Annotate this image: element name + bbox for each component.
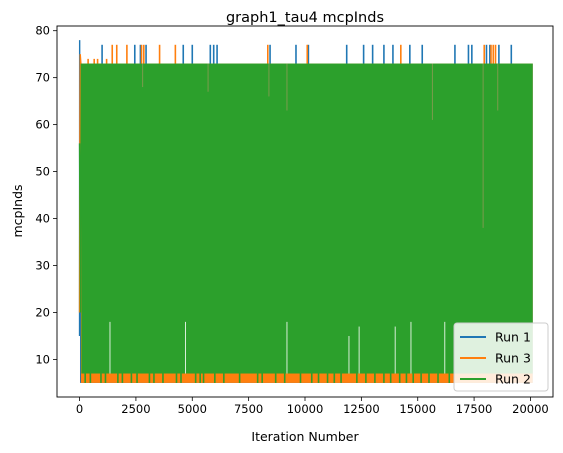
x-tick-label: 20000 xyxy=(512,402,549,416)
y-tick-label: 50 xyxy=(35,165,50,179)
y-tick-label: 60 xyxy=(35,118,50,132)
series-run-2 xyxy=(78,63,533,383)
x-tick-label: 5000 xyxy=(178,402,207,416)
y-tick-label: 20 xyxy=(35,305,50,319)
y-tick-label: 80 xyxy=(35,24,50,38)
legend: Run 1 Run 3 Run 2 xyxy=(453,322,549,392)
y-axis-label: mcpInds xyxy=(10,184,25,237)
x-tick-label: 15000 xyxy=(399,402,436,416)
x-tick-label: 7500 xyxy=(234,402,263,416)
series-band xyxy=(81,63,533,374)
x-tick-label: 0 xyxy=(76,402,83,416)
legend-box xyxy=(453,322,549,392)
x-axis: 0 2500 5000 7500 10000 12500 15000 17500 20000 xyxy=(76,397,549,416)
series-start-line xyxy=(78,63,83,313)
y-tick-label: 70 xyxy=(35,71,50,85)
chart-title: graph1_tau4 mcpInds xyxy=(226,10,384,26)
x-tick-label: 10000 xyxy=(287,402,324,416)
legend-label: Run 1 xyxy=(495,330,531,345)
legend-label: Run 3 xyxy=(495,351,531,366)
x-tick-label: 12500 xyxy=(343,402,380,416)
legend-label: Run 2 xyxy=(495,372,531,387)
y-tick-label: 40 xyxy=(35,212,50,226)
x-tick-label: 17500 xyxy=(456,402,493,416)
x-axis-label: Iteration Number xyxy=(251,429,359,444)
x-tick-label: 2500 xyxy=(121,402,150,416)
y-axis: 10 20 30 40 50 60 70 80 xyxy=(35,24,57,366)
y-tick-label: 10 xyxy=(35,352,50,366)
y-tick-label: 30 xyxy=(35,259,50,273)
